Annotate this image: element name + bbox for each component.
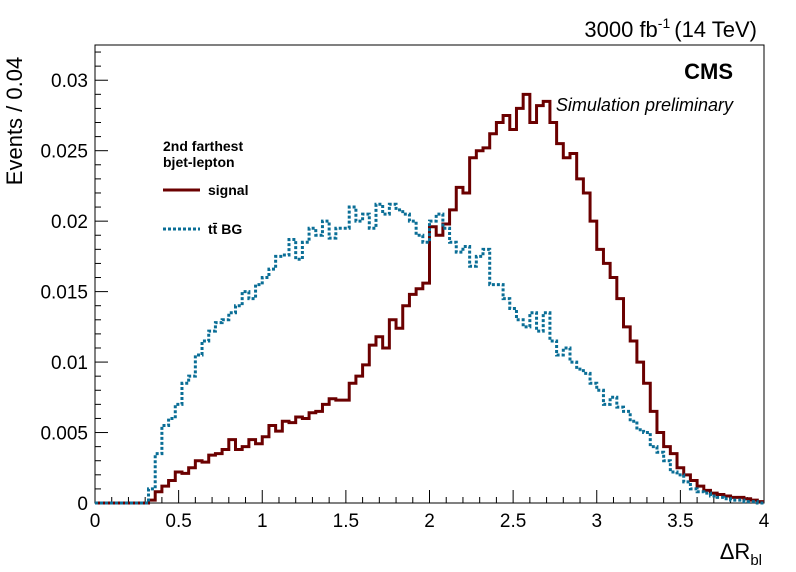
y-tick-label: 0.02 — [51, 212, 88, 233]
cms-label: CMS — [684, 59, 733, 84]
legend-bg-label: tt̄ BG — [208, 221, 242, 237]
x-tick-label: 1.5 — [333, 511, 359, 532]
series-line-ttbar-bg — [95, 202, 764, 505]
y-tick-label: 0.005 — [40, 424, 88, 445]
legend: 2nd farthest bjet-lepton signal tt̄ BG — [163, 138, 248, 237]
x-tick-label: 3.5 — [667, 511, 693, 532]
legend-title-line1: 2nd farthest — [163, 138, 243, 154]
x-tick-label: 0 — [90, 511, 101, 532]
legend-signal-label: signal — [208, 182, 248, 198]
x-tick-label: 1 — [257, 511, 268, 532]
x-tick-label: 3 — [591, 511, 602, 532]
y-tick-label: 0.01 — [51, 353, 88, 374]
x-axis-title: ΔRbl — [720, 539, 762, 569]
x-tick-label: 4 — [759, 511, 770, 532]
y-tick-label: 0.015 — [40, 283, 88, 304]
x-tick-label: 2.5 — [500, 511, 526, 532]
simulation-label: Simulation preliminary — [556, 95, 734, 115]
lumi-header: 3000 fb-1 (14 TeV) — [584, 15, 757, 42]
y-tick-label: 0 — [77, 494, 88, 515]
y-axis-title: Events / 0.04 — [2, 57, 27, 185]
x-tick-label: 0.5 — [165, 511, 191, 532]
legend-title-line2: bjet-lepton — [163, 154, 235, 170]
y-tick-label: 0.03 — [51, 71, 88, 92]
x-tick-label: 2 — [424, 511, 435, 532]
y-tick-label: 0.025 — [40, 142, 88, 163]
series-line-signal — [95, 92, 764, 505]
